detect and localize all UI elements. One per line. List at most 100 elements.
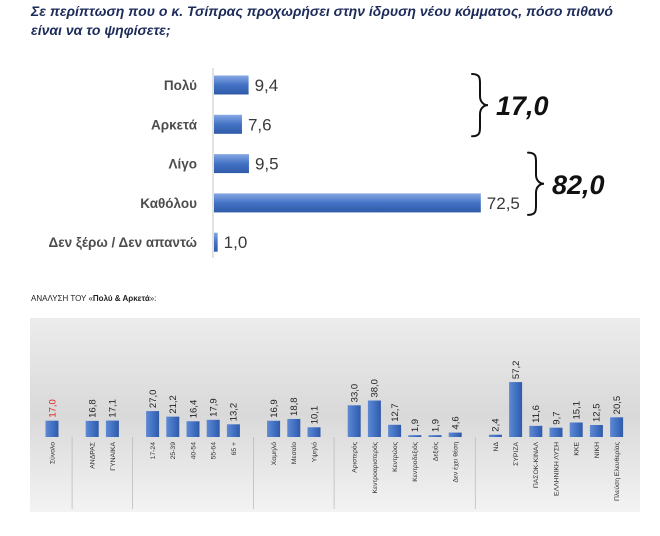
bracket-total-label: 82,0: [552, 170, 605, 200]
bar: [408, 435, 422, 437]
value-label: 2,4: [491, 418, 502, 431]
category-label: Λίγο: [168, 157, 197, 172]
category-label: ΑΝΔΡΑΣ: [90, 442, 97, 469]
category-label: Δεν έχει θέση: [452, 442, 460, 483]
bar: [448, 432, 462, 437]
category-label: ΚΚΕ: [574, 442, 581, 456]
bar: [105, 420, 119, 437]
title-line-1: Σε περίπτωση που ο κ. Τσίπρας προχωρήσει…: [31, 3, 613, 19]
category-label: ΠΑΣΟΚ-ΚΙΝΑΛ: [533, 442, 540, 489]
category-label: ΝΙΚΗ: [594, 442, 601, 458]
value-label: 17,0: [47, 399, 58, 418]
value-label: 13,2: [229, 403, 240, 422]
bracket: [471, 73, 489, 138]
bracket-total-label: 17,0: [496, 91, 549, 121]
category-label: ΓΥΝΑΙΚΑ: [110, 442, 117, 471]
bar: [214, 193, 481, 213]
subtitle-emphasis: Πολύ & Αρκετά: [92, 294, 150, 303]
category-label: Κεντροδεξιός: [411, 441, 419, 481]
value-label: 4,6: [451, 416, 462, 429]
value-label: 18,8: [289, 397, 300, 416]
value-label: 15,1: [572, 401, 583, 420]
value-label: 16,8: [88, 399, 99, 418]
chart-title: Σε περίπτωση που ο κ. Τσίπρας προχωρήσει…: [31, 2, 613, 40]
value-label: 33,0: [350, 384, 361, 403]
bar: [214, 114, 242, 134]
bar: [214, 232, 218, 252]
bar: [287, 418, 301, 437]
category-label: ΣΥΡΙΖΑ: [513, 442, 520, 466]
bar: [589, 425, 603, 437]
value-label: 1,9: [410, 419, 421, 432]
value-label: 17,9: [209, 398, 220, 417]
category-label: Κεντροαριστερός: [371, 441, 379, 493]
bar: [214, 154, 249, 174]
likelihood-bar-chart: Πολύ 9,4 Αρκετά 7,6 Λίγο 9,5 Καθόλου 72,5 Δεν ξέ…: [49, 68, 605, 258]
value-label: 16,9: [269, 399, 280, 418]
bar: [307, 427, 321, 437]
value-label: 38,0: [370, 379, 381, 398]
bar: [549, 427, 563, 437]
category-label: Μεσαίο: [290, 442, 298, 464]
category-label: Πολύ: [164, 78, 197, 93]
bar: [367, 400, 381, 437]
category-label: Δεξιός: [431, 441, 439, 461]
value-label: 7,6: [248, 115, 272, 134]
category-label: 65 +: [231, 442, 238, 455]
bar: [529, 425, 543, 437]
bar: [569, 422, 583, 437]
bar: [214, 75, 249, 95]
bar: [388, 424, 402, 437]
category-label: ΕΛΛΗΝΙΚΗ ΛΥΣΗ: [553, 442, 560, 496]
value-label: 27,0: [148, 390, 159, 409]
bar: [509, 382, 523, 437]
category-label: Υψηλό: [310, 442, 318, 462]
value-label: 1,9: [430, 419, 441, 432]
category-label: Σύνολο: [48, 442, 56, 464]
category-label: Αριστερός: [351, 441, 359, 472]
bar: [428, 435, 442, 437]
category-label: 25-39: [170, 442, 177, 460]
category-label: 55-64: [211, 442, 218, 460]
category-label: ΝΔ: [493, 442, 500, 452]
bar: [226, 424, 240, 437]
title-line-2: είναι να το ψηφίσετε;: [31, 22, 171, 38]
analysis-subtitle: ΑΝΑΛΥΣΗ ΤΟΥ «Πολύ & Αρκετά»:: [31, 294, 156, 303]
bar: [488, 434, 502, 437]
value-label: 21,2: [168, 395, 179, 414]
bar: [267, 420, 281, 437]
bar: [186, 421, 200, 437]
value-label: 1,0: [224, 233, 248, 252]
value-label: 20,5: [612, 396, 623, 415]
value-label: 16,4: [188, 400, 199, 419]
subtitle-suffix: »:: [149, 294, 157, 303]
bar: [347, 405, 361, 437]
value-label: 17,1: [108, 399, 119, 418]
bar: [146, 411, 160, 437]
value-label: 12,7: [390, 403, 401, 422]
breakdown-bar-chart: 17,0 Σύνολο 16,8 ΑΝΔΡΑΣ 17,1 ΓΥΝΑΙΚΑ 27,0 17-24…: [30, 318, 640, 512]
value-label: 9,4: [255, 76, 279, 95]
category-label: Αρκετά: [151, 117, 198, 132]
bar: [166, 416, 180, 437]
category-label: Χαμηλό: [270, 442, 278, 465]
value-label: 10,1: [309, 406, 320, 425]
value-label: 11,6: [531, 405, 542, 423]
plot-background: [30, 318, 640, 512]
bar: [206, 419, 220, 437]
category-label: 17-24: [150, 442, 157, 460]
bar: [610, 417, 624, 437]
value-label: 9,5: [255, 155, 279, 174]
category-label: Πλεύση Ελευθερίας: [613, 441, 621, 501]
value-label: 57,2: [511, 361, 522, 380]
bar: [45, 420, 59, 437]
value-label: 12,5: [592, 404, 603, 423]
category-label: 40-54: [190, 442, 197, 460]
category-label: Δεν ξέρω / Δεν απαντώ: [49, 235, 197, 250]
subtitle-prefix: ΑΝΑΛΥΣΗ ΤΟΥ «: [31, 294, 93, 303]
value-label: 72,5: [487, 194, 520, 213]
category-label: Καθόλου: [140, 196, 197, 211]
bar: [85, 420, 99, 437]
bracket: [527, 151, 545, 216]
